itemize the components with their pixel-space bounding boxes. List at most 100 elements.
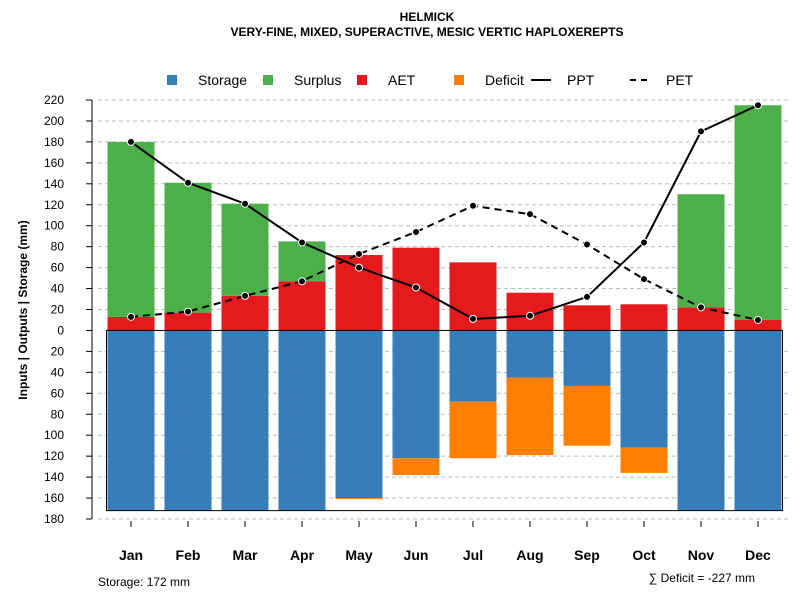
x-tick-label: Jan xyxy=(119,547,143,563)
y-tick-label: 40 xyxy=(51,282,65,296)
legend-label: Deficit xyxy=(485,72,524,88)
storage-bar xyxy=(506,330,554,378)
ppt-point xyxy=(526,311,534,320)
surplus-bar xyxy=(164,182,212,313)
storage-note: Storage: 172 mm xyxy=(98,575,190,589)
surplus-bar xyxy=(107,141,155,317)
x-tick-label: Jun xyxy=(404,547,429,563)
aet-bar xyxy=(620,304,668,331)
ppt-point xyxy=(298,238,306,247)
deficit-bar xyxy=(620,447,668,473)
deficit-note: ∑ Deficit = -227 mm xyxy=(649,571,755,585)
ppt-point xyxy=(355,263,363,272)
x-tick-label: Sep xyxy=(574,547,600,563)
legend-swatch xyxy=(357,75,367,85)
pet-point xyxy=(298,277,306,286)
ppt-point xyxy=(184,178,192,187)
x-tick-label: Jul xyxy=(463,547,483,563)
y-tick-label: 60 xyxy=(51,261,65,275)
ppt-point xyxy=(412,283,420,292)
x-tick-label: May xyxy=(345,547,372,563)
bars xyxy=(106,105,783,512)
pet-point xyxy=(127,312,135,321)
y-tick-label: 140 xyxy=(44,177,64,191)
storage-bar xyxy=(734,330,782,511)
legend: Storage Surplus AET Deficit PPT PET xyxy=(167,72,694,88)
pet-point xyxy=(469,201,477,210)
storage-bar xyxy=(392,330,440,459)
storage-bar xyxy=(449,330,497,402)
legend-label: AET xyxy=(388,72,416,88)
x-tick-label: Mar xyxy=(233,547,258,563)
y-tick-label: 80 xyxy=(51,407,65,421)
deficit-bar xyxy=(335,498,383,500)
y-tick-label: 180 xyxy=(44,135,64,149)
storage-bar xyxy=(620,330,668,448)
ppt-point xyxy=(754,101,762,110)
aet-bar xyxy=(734,319,782,331)
pet-point xyxy=(241,291,249,300)
storage-bar xyxy=(677,330,725,511)
storage-capacity-outline xyxy=(106,329,783,512)
chart-subtitle: VERY-FINE, MIXED, SUPERACTIVE, MESIC VER… xyxy=(231,25,624,39)
lines xyxy=(127,101,762,324)
y-tick-label: 0 xyxy=(57,323,64,337)
ppt-point xyxy=(697,127,705,136)
storage-bar xyxy=(221,330,269,511)
legend-swatch xyxy=(167,75,177,85)
aet-bar xyxy=(107,316,155,331)
pet-point xyxy=(640,275,648,284)
y-tick-label: 20 xyxy=(51,303,65,317)
deficit-bar xyxy=(392,458,440,476)
axes: 2202001801601401201008060402002040608010… xyxy=(44,93,771,563)
legend-label: PET xyxy=(666,72,694,88)
storage-bar xyxy=(107,330,155,511)
surplus-bar xyxy=(278,241,326,282)
ppt-point xyxy=(640,238,648,247)
deficit-bar xyxy=(449,401,497,459)
aet-bar xyxy=(563,305,611,331)
legend-label: Surplus xyxy=(294,72,341,88)
surplus-bar xyxy=(221,203,269,296)
pet-point xyxy=(526,210,534,219)
y-tick-label: 160 xyxy=(44,156,64,170)
y-tick-label: 200 xyxy=(44,114,64,128)
y-tick-label: 160 xyxy=(44,491,64,505)
y-tick-label: 20 xyxy=(51,344,65,358)
pet-point xyxy=(697,303,705,312)
ppt-point xyxy=(241,199,249,208)
pet-point xyxy=(754,315,762,324)
pet-point xyxy=(184,307,192,316)
ppt-point xyxy=(583,292,591,301)
deficit-bar xyxy=(506,377,554,456)
legend-label: Storage xyxy=(198,72,247,88)
ppt-point xyxy=(469,314,477,323)
x-tick-label: Oct xyxy=(632,547,656,563)
x-tick-label: Aug xyxy=(516,547,543,563)
gridlines xyxy=(98,99,790,520)
aet-bar xyxy=(164,312,212,331)
y-tick-label: 80 xyxy=(51,240,65,254)
y-tick-label: 220 xyxy=(44,93,64,107)
x-tick-label: Dec xyxy=(745,547,771,563)
storage-bar xyxy=(164,330,212,511)
legend-swatch xyxy=(263,75,273,85)
y-tick-label: 180 xyxy=(44,512,64,526)
x-tick-label: Nov xyxy=(688,547,715,563)
aet-bar xyxy=(506,292,554,331)
x-tick-label: Feb xyxy=(176,547,201,563)
y-tick-label: 40 xyxy=(51,365,65,379)
ppt-line xyxy=(130,104,759,320)
chart-title: HELMICK xyxy=(400,10,455,24)
legend-swatch xyxy=(454,75,464,85)
storage-bar xyxy=(278,330,326,511)
y-tick-label: 140 xyxy=(44,470,64,484)
legend-label: PPT xyxy=(567,72,595,88)
pet-point xyxy=(355,249,363,258)
surplus-bar xyxy=(677,194,725,308)
ppt-point xyxy=(127,137,135,146)
y-tick-label: 120 xyxy=(44,449,64,463)
y-tick-label: 60 xyxy=(51,386,65,400)
y-tick-label: 100 xyxy=(44,428,64,442)
